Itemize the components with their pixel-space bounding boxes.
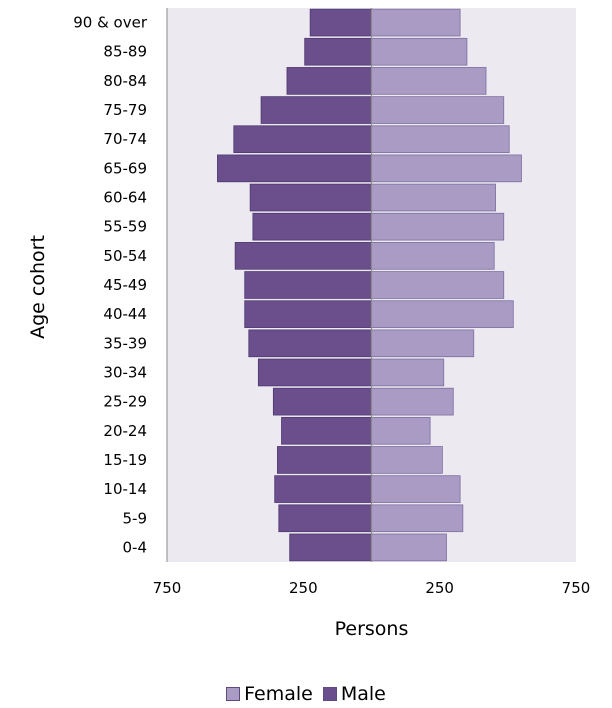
bar-female-5-9	[371, 504, 464, 533]
bar-female-50-54	[371, 242, 495, 270]
bar-male-85-89	[304, 37, 372, 66]
bar-male-15-19	[277, 446, 372, 474]
bar-female-30-34	[371, 358, 445, 387]
legend-label-male: Male	[340, 683, 386, 705]
bar-male-40-44	[244, 300, 372, 328]
bar-male-90-over	[309, 8, 372, 37]
bar-male-35-39	[248, 329, 372, 358]
legend-item-female: Female	[226, 683, 313, 705]
population-pyramid-chart: 0-4 5-9 10-14 15-19 20-24 25-29 30-34 35-39 40-4…	[27, 8, 591, 640]
bar-female-15-19	[371, 446, 443, 474]
x-axis-title: Persons	[335, 618, 409, 640]
bar-female-35-39	[371, 329, 475, 358]
x-tick-label: 750	[562, 579, 591, 597]
bar-female-70-74	[371, 125, 510, 154]
y-tick-label: 75-79	[103, 101, 147, 119]
bar-male-0-4	[289, 533, 372, 562]
x-tick-label: 750	[153, 579, 182, 597]
y-tick-label: 55-59	[103, 218, 147, 236]
y-tick-label: 85-89	[103, 43, 147, 61]
bar-male-75-79	[260, 96, 372, 124]
bar-female-75-79	[371, 96, 505, 124]
legend: Female Male	[0, 682, 612, 706]
bar-male-65-69	[217, 154, 372, 183]
bar-female-45-49	[371, 271, 505, 299]
y-tick-label: 5-9	[123, 509, 148, 527]
bar-male-55-59	[252, 212, 372, 241]
y-tick-label: 60-64	[103, 189, 147, 207]
x-tick-label: 250	[425, 579, 454, 597]
y-tick-label: 70-74	[103, 130, 147, 148]
y-axis-title: Age cohort	[27, 235, 49, 339]
bar-female-20-24	[371, 416, 431, 445]
y-tick-label: 65-69	[103, 159, 147, 177]
legend-label-female: Female	[244, 683, 313, 705]
bar-female-10-14	[371, 475, 461, 503]
y-tick-label: 20-24	[103, 422, 147, 440]
y-tick-label: 35-39	[103, 334, 147, 352]
x-tick-label: 250	[289, 579, 318, 597]
y-tick-label: 10-14	[103, 480, 147, 498]
y-tick-label: 80-84	[103, 72, 147, 90]
bar-male-80-84	[286, 67, 372, 95]
y-tick-label: 30-34	[103, 363, 147, 381]
legend-item-male: Male	[322, 683, 386, 705]
y-tick-label: 25-29	[103, 393, 147, 411]
bar-male-5-9	[278, 504, 372, 533]
bars	[217, 8, 522, 562]
bar-male-70-74	[233, 125, 372, 154]
legend-swatch-female	[226, 687, 241, 701]
bar-female-80-84	[371, 67, 487, 95]
y-tick-label: 90 & over	[73, 14, 148, 32]
bar-male-30-34	[257, 358, 372, 387]
bar-male-20-24	[281, 416, 372, 445]
bar-female-25-29	[371, 387, 454, 416]
y-tick-label: 50-54	[103, 247, 147, 265]
y-tick-label: 40-44	[103, 305, 147, 323]
bar-female-0-4	[371, 533, 447, 562]
bar-male-25-29	[272, 387, 372, 416]
bar-male-10-14	[274, 475, 372, 503]
bar-male-45-49	[244, 271, 372, 299]
y-tick-label: 15-19	[103, 451, 147, 469]
y-tick-label: 0-4	[123, 538, 148, 556]
bar-female-85-89	[371, 37, 468, 66]
bar-female-65-69	[371, 154, 522, 183]
bar-female-40-44	[371, 300, 514, 328]
y-tick-labels: 0-4 5-9 10-14 15-19 20-24 25-29 30-34 35-39 40-4…	[73, 14, 148, 557]
x-tick-labels: 750 250 250 750	[153, 579, 591, 597]
bar-male-60-64	[249, 183, 372, 212]
bar-male-50-54	[234, 242, 372, 270]
y-tick-label: 45-49	[103, 276, 147, 294]
legend-swatch-male	[322, 687, 337, 701]
bar-female-60-64	[371, 183, 496, 212]
bar-female-55-59	[371, 212, 505, 241]
bar-female-90-over	[371, 8, 461, 37]
